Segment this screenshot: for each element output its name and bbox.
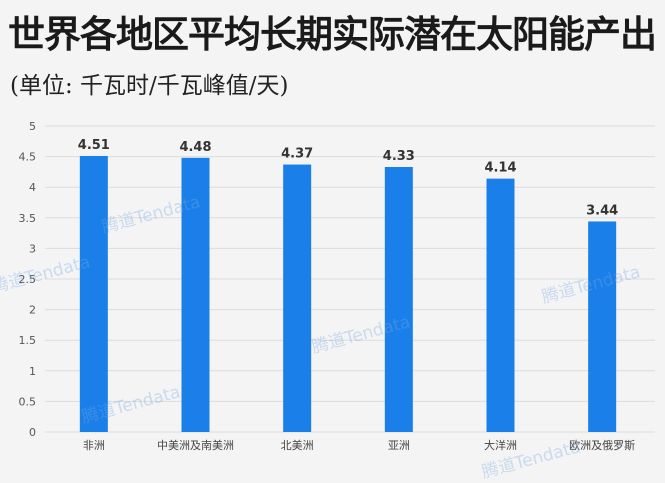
bar — [79, 155, 108, 432]
y-tick-label: 2 — [29, 304, 36, 317]
bar-chart: 0 0.5 1 1.5 2 2.5 3 3.5 4 4.5 5 4.51 非洲 4.48 中美洲及南美洲 4.… — [19, 120, 655, 452]
y-tick-label: 5 — [29, 120, 36, 133]
y-tick-label: 3.5 — [19, 212, 37, 225]
bar — [384, 167, 413, 432]
x-tick-label: 北美洲 — [281, 439, 314, 452]
y-tick-label: 1 — [29, 365, 36, 378]
y-tick-label: 3 — [29, 242, 36, 255]
chart-title: 世界各地区平均长期实际潜在太阳能产出 — [8, 12, 657, 56]
bar — [486, 178, 515, 432]
data-label: 4.51 — [78, 138, 110, 153]
x-tick-label: 非洲 — [83, 439, 105, 452]
y-tick-label: 1.5 — [19, 334, 37, 347]
y-tick-label: 0.5 — [19, 395, 37, 408]
x-tick-label: 中美洲及南美洲 — [157, 439, 234, 452]
data-label: 4.48 — [179, 140, 211, 155]
x-tick-label: 亚洲 — [388, 439, 410, 452]
bar — [283, 164, 312, 432]
data-label: 4.33 — [383, 149, 415, 164]
data-label: 4.37 — [281, 147, 313, 162]
y-tick-label: 4.5 — [19, 151, 37, 164]
data-label: 4.14 — [484, 161, 516, 176]
chart-subtitle: (单位: 千瓦时/千瓦峰值/天) — [10, 73, 289, 99]
y-tick-label: 4 — [29, 181, 36, 194]
bar — [588, 221, 617, 432]
y-tick-label: 2.5 — [19, 273, 37, 286]
y-tick-label: 0 — [29, 426, 36, 439]
x-tick-label: 欧洲及俄罗斯 — [569, 439, 635, 452]
bar — [181, 157, 210, 432]
x-tick-label: 大洋洲 — [484, 438, 517, 452]
data-label: 3.44 — [586, 203, 618, 218]
